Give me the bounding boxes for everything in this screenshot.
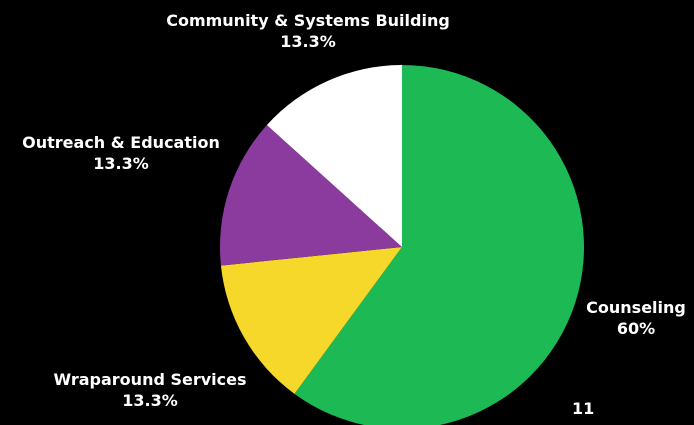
slice-value: 60% — [586, 318, 686, 339]
slice-value: 13.3% — [22, 153, 220, 174]
slice-value: 13.3% — [166, 31, 450, 52]
slice-label-outreach-education: Outreach & Education 13.3% — [22, 132, 220, 174]
page-number: 11 — [572, 399, 594, 419]
slice-label-counseling: Counseling 60% — [586, 297, 686, 339]
slice-name: Counseling — [586, 297, 686, 318]
slice-label-community-systems-building: Community & Systems Building 13.3% — [166, 10, 450, 52]
slice-name: Outreach & Education — [22, 132, 220, 153]
slice-label-wraparound-services: Wraparound Services 13.3% — [53, 369, 246, 411]
slice-value: 13.3% — [53, 390, 246, 411]
slice-name: Community & Systems Building — [166, 10, 450, 31]
slice-name: Wraparound Services — [53, 369, 246, 390]
